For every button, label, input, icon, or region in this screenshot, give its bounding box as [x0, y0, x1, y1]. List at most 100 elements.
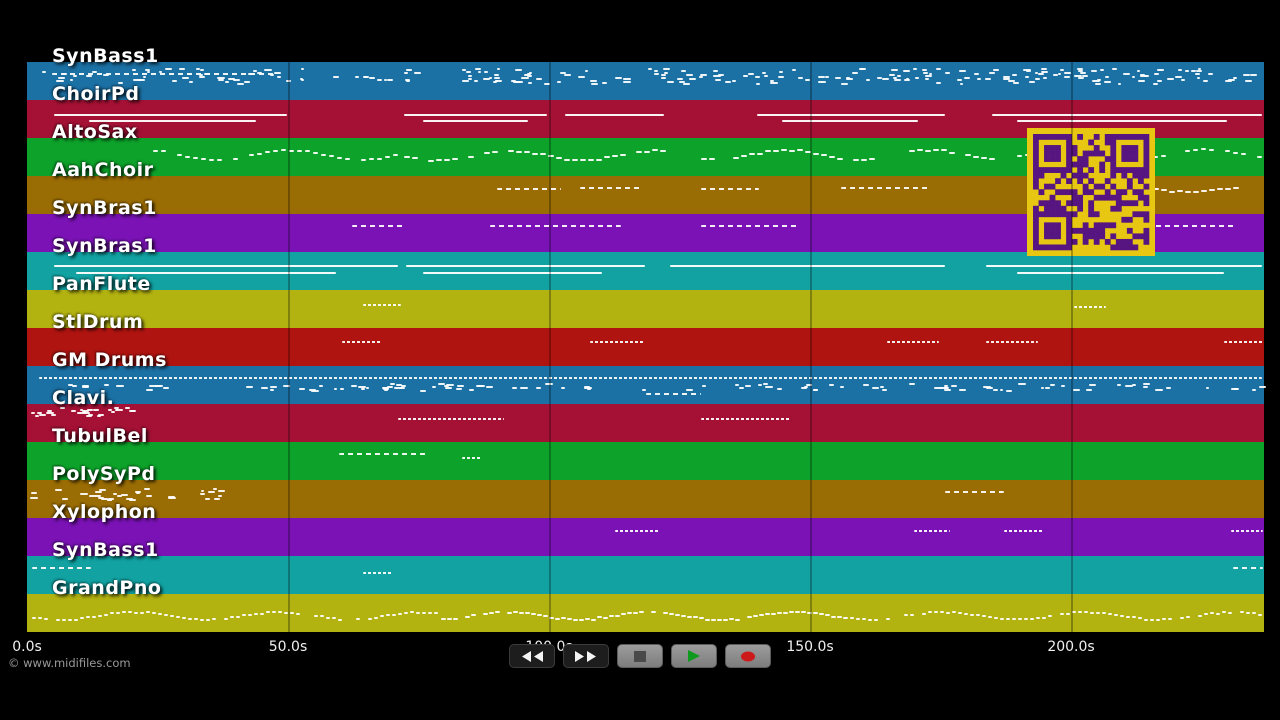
- note-dash: [555, 617, 560, 620]
- note-dash: [136, 492, 140, 495]
- note-dash: [596, 158, 603, 161]
- note-dash: [144, 488, 150, 491]
- note-dense: [701, 418, 791, 421]
- note-dash: [124, 407, 130, 410]
- note-dash: [283, 611, 289, 614]
- note-dash: [67, 619, 73, 622]
- track-row-9-gm-drums: GM Drums: [27, 349, 1266, 404]
- note-dash: [685, 388, 694, 391]
- rewind-button[interactable]: [509, 644, 555, 668]
- record-button[interactable]: [725, 644, 771, 668]
- note-dash: [1161, 618, 1166, 621]
- track-row-7-panflute: PanFlute: [27, 273, 1264, 328]
- note-dash: [537, 613, 542, 616]
- note-dash: [457, 384, 465, 387]
- note-dash: [55, 489, 63, 492]
- note-dash: [91, 615, 97, 618]
- note-dash: [1152, 188, 1159, 191]
- note-dash: [711, 618, 716, 621]
- note-dash: [368, 157, 375, 160]
- note-dense: [462, 457, 483, 460]
- note-dash: [801, 610, 806, 613]
- note-dash: [1194, 73, 1201, 76]
- note-dash: [604, 156, 611, 159]
- note-dash: [1208, 189, 1215, 192]
- note-dash: [117, 82, 124, 85]
- note-dash: [744, 385, 752, 388]
- note-dash: [455, 388, 462, 391]
- note-dash: [88, 494, 95, 497]
- note-dash: [1063, 75, 1070, 78]
- note-dash: [627, 612, 632, 615]
- note-dash: [1104, 80, 1111, 83]
- note-dash: [264, 150, 271, 153]
- note-dash: [881, 388, 888, 391]
- note-dash: [493, 74, 499, 77]
- fast-forward-button[interactable]: [563, 644, 609, 668]
- note-dash: [1200, 148, 1207, 151]
- note-dash: [474, 68, 482, 71]
- stop-button[interactable]: [617, 644, 663, 668]
- note-dash: [1154, 72, 1160, 75]
- note-dash: [957, 78, 963, 81]
- note-dash: [187, 617, 193, 620]
- note-dash: [61, 618, 67, 621]
- note-dash: [894, 79, 901, 82]
- note-dash: [622, 77, 631, 80]
- note-dash: [115, 409, 124, 412]
- note-dash: [513, 611, 518, 614]
- note-dash: [587, 388, 591, 391]
- note-dash: [389, 383, 396, 386]
- note-dash: [1233, 76, 1237, 79]
- note-dash: [1233, 388, 1240, 391]
- note-dash: [467, 78, 473, 81]
- note-dash: [477, 384, 485, 387]
- note-dash: [963, 612, 968, 615]
- note-dash: [1168, 190, 1175, 193]
- note-dash: [804, 79, 811, 82]
- note-dash: [526, 74, 532, 77]
- track-label: SynBras1: [52, 235, 157, 257]
- note-dash: [1181, 78, 1186, 81]
- note-dash: [453, 617, 458, 620]
- note-dash: [216, 158, 223, 161]
- note-dash: [669, 612, 674, 615]
- note-dash: [113, 493, 117, 496]
- note-dash: [497, 188, 562, 191]
- note-dash: [519, 386, 528, 389]
- note-dash: [909, 613, 914, 616]
- note-dash: [563, 73, 572, 76]
- note-dash: [43, 617, 49, 620]
- note-dash: [681, 614, 686, 617]
- note-line: [756, 113, 945, 116]
- note-dash: [338, 452, 430, 455]
- note-dash: [601, 82, 607, 85]
- note-dash: [700, 73, 708, 76]
- note-line: [88, 119, 256, 122]
- note-dense: [363, 304, 401, 307]
- note-dash: [488, 77, 492, 80]
- note-dash: [921, 68, 927, 71]
- note-dash: [849, 617, 854, 620]
- note-dash: [818, 81, 827, 84]
- note-dash: [1116, 384, 1122, 387]
- track-label: StlDrum: [52, 311, 144, 333]
- note-dash: [62, 498, 68, 501]
- play-button[interactable]: [671, 644, 717, 668]
- note-dash: [917, 149, 923, 152]
- note-dash: [1167, 618, 1172, 621]
- note-dash: [1059, 612, 1064, 615]
- ffwd-icon: [573, 650, 599, 663]
- note-dash: [1192, 190, 1199, 193]
- note-dash: [36, 411, 42, 414]
- note-dash: [1101, 612, 1106, 615]
- note-dash: [973, 73, 979, 76]
- note-line: [54, 113, 287, 116]
- note-dash: [168, 496, 177, 499]
- note-dash: [414, 72, 422, 75]
- note-dash: [94, 491, 102, 494]
- note-dash: [1077, 611, 1082, 614]
- note-dash: [299, 77, 303, 80]
- note-dash: [1191, 69, 1197, 72]
- track-label: SynBras1: [52, 197, 157, 219]
